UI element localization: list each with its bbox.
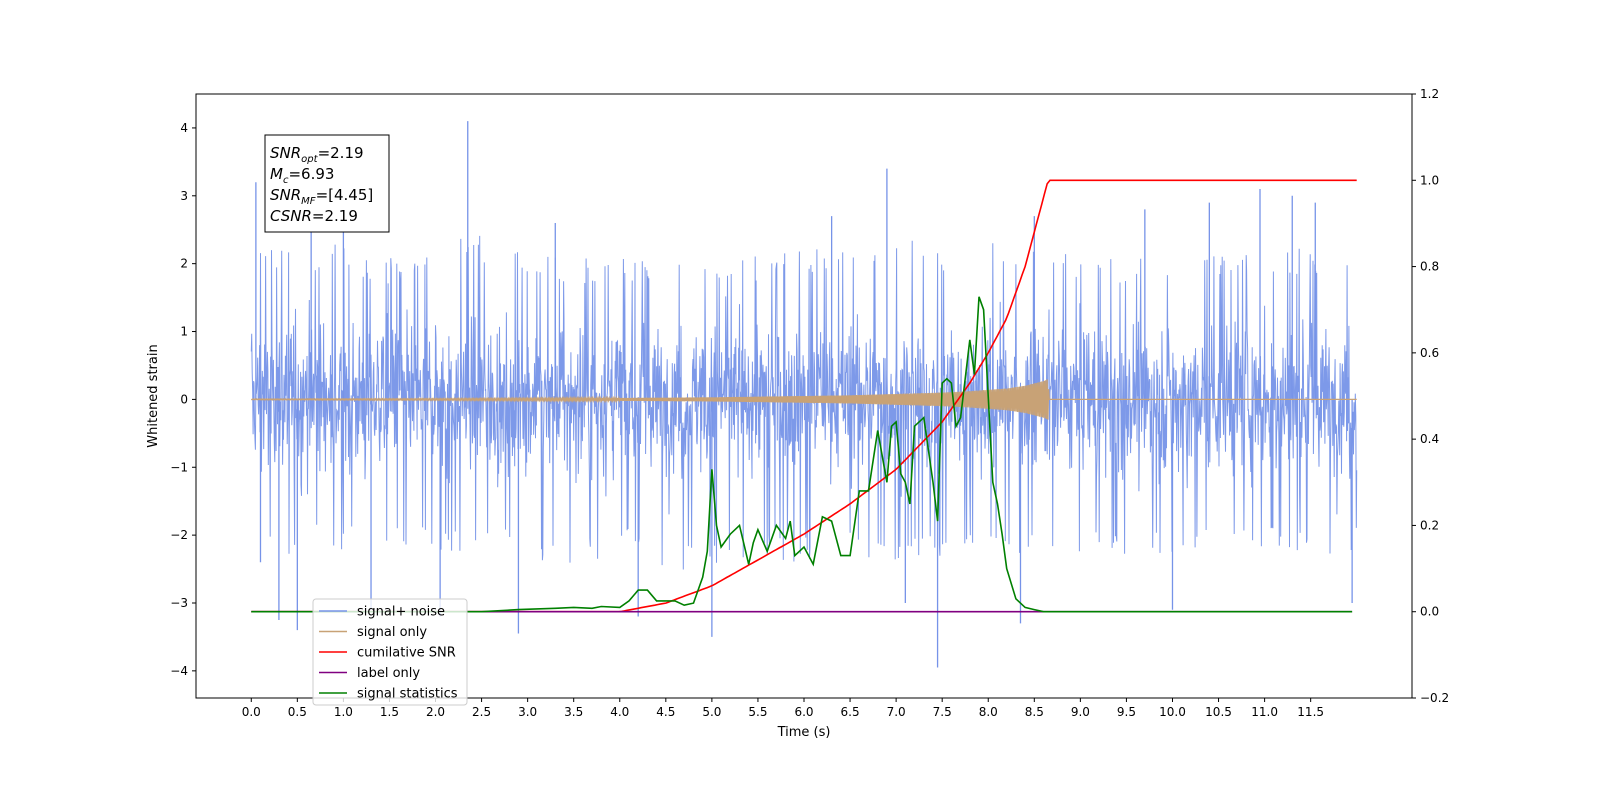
series-signal-statistics-line	[251, 296, 1353, 613]
annotation-line: CSNR=2.19	[270, 207, 358, 225]
x-tick-label: 0.5	[288, 705, 307, 719]
x-tick-label: 8.0	[979, 705, 998, 719]
series-signal-noise-line	[250, 235, 1358, 570]
x-axis-label: Time (s)	[777, 725, 831, 740]
x-tick-label: 7.5	[933, 705, 952, 719]
x-tick-label: 9.5	[1117, 705, 1136, 719]
x-tick-label: 1.5	[380, 705, 399, 719]
y2-tick-label: 0.0	[1420, 605, 1439, 619]
annotation-line: SNRopt=2.19	[270, 144, 364, 165]
y-tick-label: 3	[180, 189, 188, 203]
legend-label: label only	[357, 666, 420, 681]
y-axis-label: Whitened strain	[146, 344, 161, 447]
annotation-subscript: MF	[301, 196, 316, 207]
x-axis: 0.0 0.5 1.0 1.5 2.0 2.5 3.0 3.5 4.0 4.5 5.0 5.5 6.0 6…	[242, 698, 1324, 719]
x-tick-label: 9.0	[1071, 705, 1090, 719]
annotation-value: =[4.45]	[316, 186, 374, 204]
y-axis-right: −0.2 0.0 0.2 0.4 0.6 0.8 1.0 1.2	[1412, 87, 1449, 705]
annotation-subscript: opt	[301, 154, 318, 165]
x-tick-label: 5.5	[748, 705, 767, 719]
y2-tick-label: 0.8	[1420, 260, 1439, 274]
x-tick-label: 11.5	[1297, 705, 1324, 719]
annotation-value: =6.93	[288, 165, 334, 183]
annotation-value: =2.19	[318, 144, 364, 162]
annotation-line: SNRMF=[4.45]	[270, 186, 373, 207]
y-tick-label: −4	[170, 664, 188, 678]
x-tick-label: 4.5	[656, 705, 675, 719]
y2-tick-label: 1.2	[1420, 87, 1439, 101]
y2-tick-label: 0.4	[1420, 432, 1439, 446]
legend-label: signal only	[357, 625, 427, 640]
annotation-subscript: c	[283, 175, 289, 186]
x-tick-label: 3.5	[564, 705, 583, 719]
y-tick-label: 2	[180, 257, 188, 271]
series-signal-only-line	[250, 379, 1357, 420]
legend-label: signal statistics	[357, 687, 458, 702]
x-tick-label: 2.0	[426, 705, 445, 719]
y-tick-label: −1	[170, 460, 188, 474]
x-tick-label: 10.5	[1205, 705, 1232, 719]
annotation-symbol: SNR	[270, 186, 301, 204]
x-tick-label: 1.0	[334, 705, 353, 719]
legend-label: signal+ noise	[357, 605, 445, 620]
x-tick-label: 4.0	[610, 705, 629, 719]
annotation-frame	[264, 134, 390, 233]
x-tick-label: 3.0	[518, 705, 537, 719]
x-tick-label: 0.0	[242, 705, 261, 719]
y2-tick-label: 0.2	[1420, 518, 1439, 532]
y-tick-label: −3	[170, 596, 188, 610]
y2-tick-label: −0.2	[1420, 691, 1449, 705]
x-tick-label: 5.0	[702, 705, 721, 719]
y-axis-left: −4 −3 −2 −1 0 1 2 3 4	[170, 121, 196, 678]
y-tick-label: −2	[170, 528, 188, 542]
y-tick-label: 0	[180, 392, 188, 406]
x-tick-label: 11.0	[1251, 705, 1278, 719]
legend-label: cumilative SNR	[357, 646, 456, 661]
y-tick-label: 1	[180, 325, 188, 339]
y2-tick-label: 0.6	[1420, 346, 1439, 360]
annotation-symbol: M	[270, 165, 283, 183]
legend-frame	[312, 598, 468, 706]
annotation-symbol: SNR	[270, 144, 301, 162]
x-tick-label: 6.5	[841, 705, 860, 719]
y-tick-label: 4	[180, 121, 188, 135]
annotation-line: Mc=6.93	[270, 165, 334, 186]
series-layer	[250, 121, 1358, 668]
annotation-value: =2.19	[312, 207, 358, 225]
legend: signal+ noise signal only cumilative SNR la…	[312, 598, 468, 706]
y2-tick-label: 1.0	[1420, 173, 1439, 187]
x-tick-label: 10.0	[1159, 705, 1186, 719]
x-tick-label: 7.0	[887, 705, 906, 719]
x-tick-label: 2.5	[472, 705, 491, 719]
x-tick-label: 6.0	[794, 705, 813, 719]
x-tick-label: 8.5	[1025, 705, 1044, 719]
annotation-symbol: CSNR	[270, 207, 312, 225]
